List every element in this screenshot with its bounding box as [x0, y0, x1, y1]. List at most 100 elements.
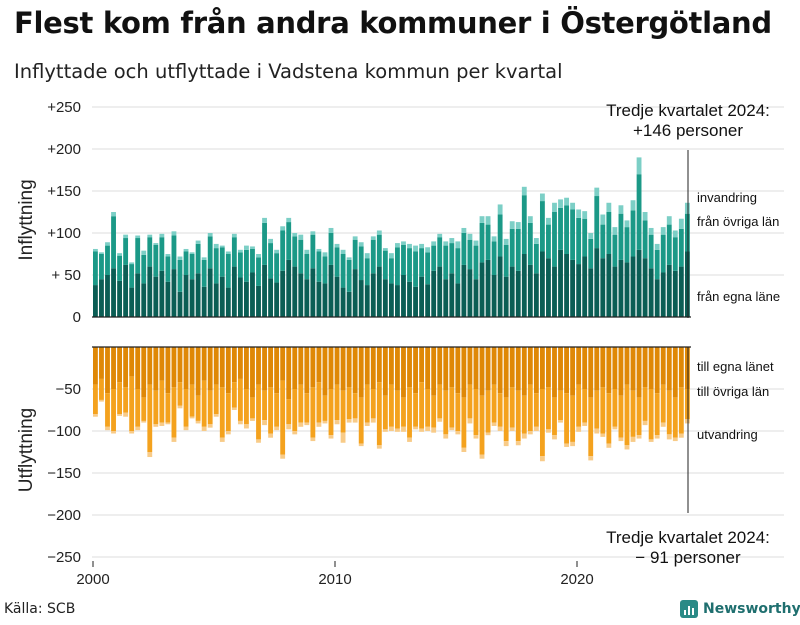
y-label-utflyttning: Utflyttning [16, 408, 37, 492]
bar-to-other-counties [322, 395, 328, 421]
bar-immigration [648, 227, 654, 235]
bar-to-other-counties [171, 387, 177, 438]
bar-immigration [606, 202, 612, 212]
bar-immigration [564, 197, 569, 206]
bar-from-other-counties [467, 239, 473, 270]
bar-from-own-county [642, 258, 648, 317]
bar-from-other-counties [461, 233, 467, 265]
bar-immigration [129, 262, 135, 265]
bar-from-other-counties [237, 252, 243, 278]
newsworthy-logo[interactable]: Newsworthy [680, 600, 800, 618]
bar-from-other-counties [141, 254, 147, 284]
bar-to-other-counties [684, 389, 690, 420]
bar-from-other-counties [624, 227, 630, 263]
source-note: Källa: SCB [4, 601, 76, 617]
y-tick-label: + 50 [51, 267, 81, 284]
bar-from-own-county [503, 276, 509, 317]
bar-to-own-county [274, 347, 280, 394]
bars [93, 157, 690, 462]
bar-to-own-county [666, 347, 672, 391]
bar-to-own-county [407, 347, 412, 388]
bar-from-own-county [358, 280, 364, 317]
bar-from-own-county [648, 268, 654, 317]
bar-to-other-counties [135, 389, 141, 427]
bar-emigration [678, 433, 684, 438]
bar-from-other-counties [250, 248, 255, 273]
bar-immigration [93, 248, 98, 252]
bar-from-other-counties [684, 213, 690, 252]
bar-to-own-county [539, 347, 545, 389]
bar-immigration [256, 254, 261, 258]
bar-from-own-county [407, 281, 412, 317]
bar-to-other-counties [274, 393, 280, 427]
bar-to-other-counties [515, 390, 521, 442]
bar-from-own-county [334, 276, 340, 317]
bar-emigration [588, 456, 594, 461]
bar-from-other-counties [328, 233, 334, 265]
bar-from-other-counties [310, 234, 316, 269]
bar-to-other-counties [111, 389, 116, 431]
bar-to-own-county [618, 347, 624, 396]
bar-to-other-counties [358, 397, 364, 444]
bar-to-other-counties [539, 389, 545, 457]
bar-emigration [642, 420, 648, 426]
bar-immigration [213, 243, 219, 249]
bar-from-own-county [352, 269, 358, 317]
bar-to-other-counties [503, 397, 509, 442]
bar-immigration [244, 245, 249, 250]
bar-from-own-county [455, 283, 461, 317]
bar-from-other-counties [491, 241, 497, 275]
bar-emigration [654, 435, 660, 439]
bar-emigration [286, 424, 292, 430]
bar-immigration [624, 220, 630, 228]
bar-emigration [630, 436, 636, 442]
bar-to-other-counties [485, 390, 491, 433]
bar-emigration [461, 447, 467, 452]
annotation-bottom-line2: − 91 personer [635, 548, 741, 567]
bar-from-own-county [382, 279, 388, 317]
bar-from-other-counties [111, 216, 116, 269]
bar-immigration [219, 245, 225, 248]
bar-emigration [153, 424, 159, 427]
y-tick-label: −50 [56, 381, 81, 398]
bar-from-own-county [310, 268, 316, 317]
bar-emigration [183, 426, 189, 431]
bar-immigration [111, 212, 116, 217]
bar-to-other-counties [256, 384, 261, 440]
bar-to-other-counties [262, 390, 267, 421]
bar-emigration [497, 426, 503, 431]
bar-to-own-county [552, 347, 557, 398]
bar-immigration [147, 234, 153, 238]
bar-immigration [630, 200, 636, 211]
bar-from-own-county [509, 266, 515, 317]
bar-emigration [105, 426, 110, 431]
bar-to-other-counties [388, 384, 394, 427]
bar-to-own-county [570, 347, 576, 396]
bar-to-other-counties [582, 389, 588, 423]
bar-to-own-county [117, 347, 122, 383]
bar-immigration [159, 233, 165, 238]
bar-emigration [195, 420, 201, 424]
bar-immigration [455, 241, 461, 249]
annotation-top-line1: Tredje kvartalet 2024: [606, 101, 770, 120]
bar-to-own-county [322, 347, 328, 396]
bar-emigration [636, 435, 642, 439]
bar-to-other-counties [328, 389, 334, 436]
bar-to-other-counties [123, 387, 129, 413]
bar-from-own-county [322, 283, 328, 317]
bar-from-other-counties [358, 246, 364, 281]
bar-immigration [395, 243, 400, 248]
bar-emigration [322, 420, 328, 424]
bar-from-own-county [388, 283, 394, 317]
bar-to-own-county [473, 347, 479, 389]
bar-to-other-counties [219, 387, 225, 438]
bar-to-other-counties [648, 389, 654, 440]
y-tick-label: −150 [47, 465, 81, 482]
bar-to-own-county [298, 347, 304, 385]
bar-from-other-counties [207, 236, 213, 269]
bar-emigration [515, 441, 521, 446]
bar-from-other-counties [105, 245, 110, 275]
bar-emigration [135, 426, 141, 431]
bar-to-other-counties [678, 387, 684, 434]
bar-to-other-counties [177, 382, 183, 406]
